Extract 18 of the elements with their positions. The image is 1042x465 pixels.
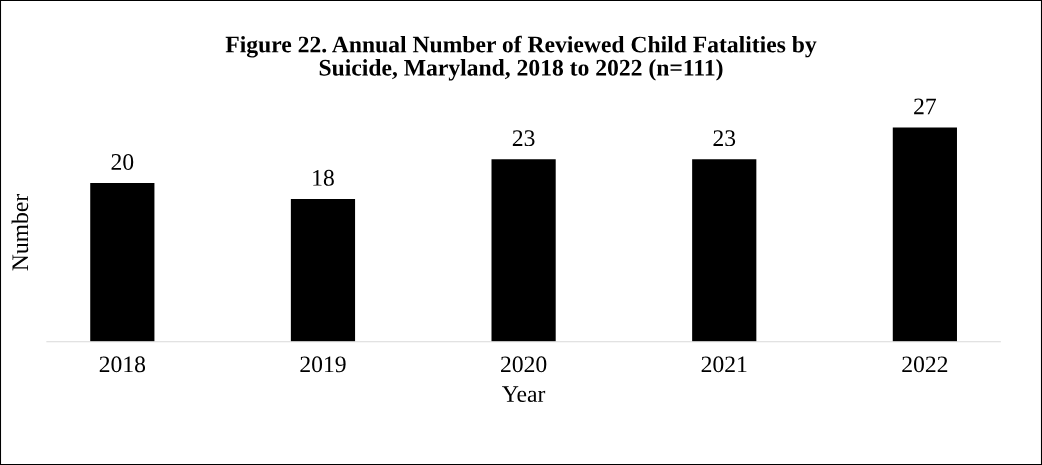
data-label: 18 — [313, 169, 334, 186]
chart-title: Figure 22. Annual Number of Reviewed Child Fatalities by Suicide, Maryland, 2018 to 2022 (n=111) — [225, 35, 817, 81]
x-tick-label: 2022 — [902, 356, 948, 373]
data-label: 27 — [914, 98, 937, 115]
bar — [892, 127, 957, 342]
bar — [290, 198, 356, 342]
x-tick-label: 2020 — [501, 356, 547, 373]
data-label: 23 — [512, 130, 535, 147]
x-axis-title: Year — [502, 386, 546, 403]
bar — [90, 183, 155, 342]
data-label: 20 — [111, 154, 134, 170]
x-tick-label: 2021 — [701, 356, 747, 373]
y-axis-title: Number — [11, 194, 29, 271]
bar — [692, 159, 757, 342]
x-tick-label: 2019 — [300, 356, 346, 373]
bar — [491, 159, 556, 342]
x-tick-label: 2018 — [99, 356, 146, 373]
data-label: 23 — [713, 130, 736, 147]
